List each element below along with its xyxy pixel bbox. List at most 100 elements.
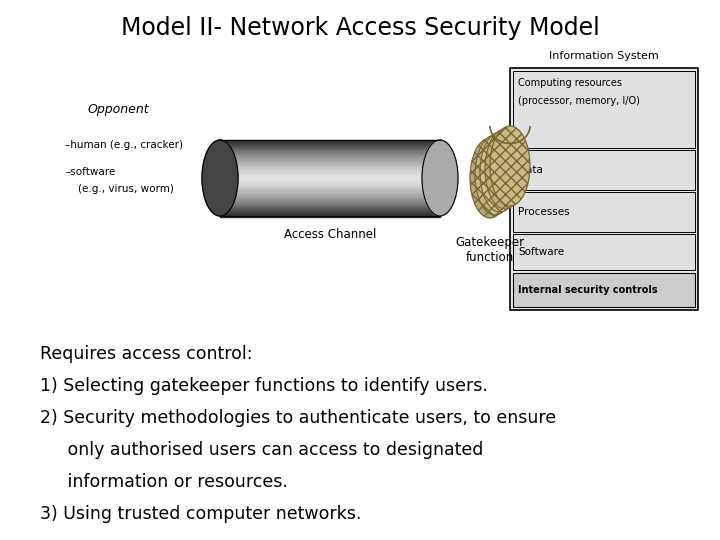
- Ellipse shape: [480, 132, 520, 212]
- Bar: [220, 187, 440, 189]
- Bar: [220, 143, 440, 144]
- Bar: [220, 204, 440, 205]
- Bar: [510, 68, 698, 310]
- Bar: [220, 150, 440, 151]
- Text: Access Channel: Access Channel: [284, 228, 376, 241]
- Bar: [220, 207, 440, 209]
- Text: Information System: Information System: [549, 51, 659, 61]
- Ellipse shape: [475, 135, 515, 215]
- Bar: [220, 182, 440, 183]
- Bar: [220, 200, 440, 201]
- Bar: [220, 190, 440, 191]
- Bar: [220, 172, 440, 174]
- Bar: [513, 273, 695, 307]
- Bar: [220, 178, 440, 179]
- Bar: [513, 150, 695, 190]
- Bar: [220, 171, 440, 173]
- Bar: [220, 154, 440, 156]
- Bar: [220, 141, 440, 143]
- Bar: [220, 214, 440, 215]
- Text: –human (e.g., cracker): –human (e.g., cracker): [65, 140, 183, 150]
- Bar: [220, 166, 440, 167]
- Bar: [220, 160, 440, 161]
- Bar: [220, 202, 440, 203]
- Bar: [220, 194, 440, 195]
- Bar: [220, 164, 440, 165]
- Bar: [220, 210, 440, 212]
- Bar: [220, 156, 440, 158]
- Bar: [220, 199, 440, 200]
- Text: 3) Using trusted computer networks.: 3) Using trusted computer networks.: [40, 505, 361, 523]
- Text: Model II- Network Access Security Model: Model II- Network Access Security Model: [121, 16, 599, 40]
- Bar: [220, 213, 440, 214]
- Text: Opponent: Opponent: [87, 104, 149, 117]
- Bar: [220, 188, 440, 190]
- Bar: [220, 211, 440, 213]
- Text: Data: Data: [518, 165, 543, 175]
- Bar: [220, 195, 440, 197]
- Bar: [220, 186, 440, 187]
- Bar: [220, 198, 440, 199]
- Bar: [220, 212, 440, 214]
- Ellipse shape: [470, 138, 510, 218]
- Bar: [220, 152, 440, 154]
- Text: Requires access control:: Requires access control:: [40, 345, 253, 363]
- Bar: [220, 186, 440, 188]
- Bar: [220, 163, 440, 164]
- Bar: [220, 210, 440, 211]
- Text: 2) Security methodologies to authenticate users, to ensure: 2) Security methodologies to authenticat…: [40, 409, 556, 427]
- Bar: [220, 146, 440, 147]
- Bar: [220, 206, 440, 207]
- Bar: [220, 165, 440, 166]
- Bar: [220, 145, 440, 146]
- Bar: [220, 180, 440, 181]
- Bar: [220, 192, 440, 194]
- Bar: [220, 151, 440, 153]
- Bar: [220, 177, 440, 179]
- Text: –software: –software: [65, 167, 115, 177]
- Bar: [513, 71, 695, 148]
- Bar: [220, 179, 440, 180]
- Text: Internal security controls: Internal security controls: [518, 285, 657, 295]
- Bar: [220, 191, 440, 193]
- Bar: [220, 148, 440, 150]
- Text: (e.g., virus, worm): (e.g., virus, worm): [65, 184, 174, 194]
- Bar: [220, 155, 440, 157]
- Text: only authorised users can access to designated: only authorised users can access to desi…: [40, 441, 483, 459]
- Bar: [220, 144, 440, 145]
- Bar: [220, 206, 440, 208]
- Bar: [220, 196, 440, 198]
- Bar: [220, 159, 440, 160]
- Bar: [220, 171, 440, 172]
- Bar: [220, 181, 440, 183]
- Bar: [220, 157, 440, 159]
- Bar: [220, 174, 440, 176]
- Bar: [220, 184, 440, 185]
- Bar: [220, 153, 440, 155]
- Ellipse shape: [490, 126, 530, 206]
- Ellipse shape: [422, 140, 458, 216]
- Bar: [220, 170, 440, 171]
- Bar: [220, 201, 440, 202]
- Bar: [513, 234, 695, 270]
- Bar: [220, 183, 440, 184]
- Bar: [220, 161, 440, 163]
- Text: Processes: Processes: [518, 207, 570, 217]
- Bar: [220, 142, 440, 143]
- Text: Computing resources: Computing resources: [518, 78, 622, 88]
- Text: Software: Software: [518, 247, 564, 257]
- Text: 1) Selecting gatekeeper functions to identify users.: 1) Selecting gatekeeper functions to ide…: [40, 377, 488, 395]
- Text: Gatekeeper
function: Gatekeeper function: [456, 236, 525, 264]
- Bar: [220, 147, 440, 149]
- Bar: [220, 215, 440, 217]
- Bar: [220, 151, 440, 152]
- Bar: [220, 158, 440, 159]
- Bar: [220, 191, 440, 192]
- Bar: [220, 175, 440, 177]
- Text: information or resources.: information or resources.: [40, 473, 288, 491]
- Bar: [220, 173, 440, 175]
- Bar: [220, 168, 440, 170]
- Bar: [220, 176, 440, 178]
- Bar: [220, 197, 440, 198]
- Bar: [220, 205, 440, 206]
